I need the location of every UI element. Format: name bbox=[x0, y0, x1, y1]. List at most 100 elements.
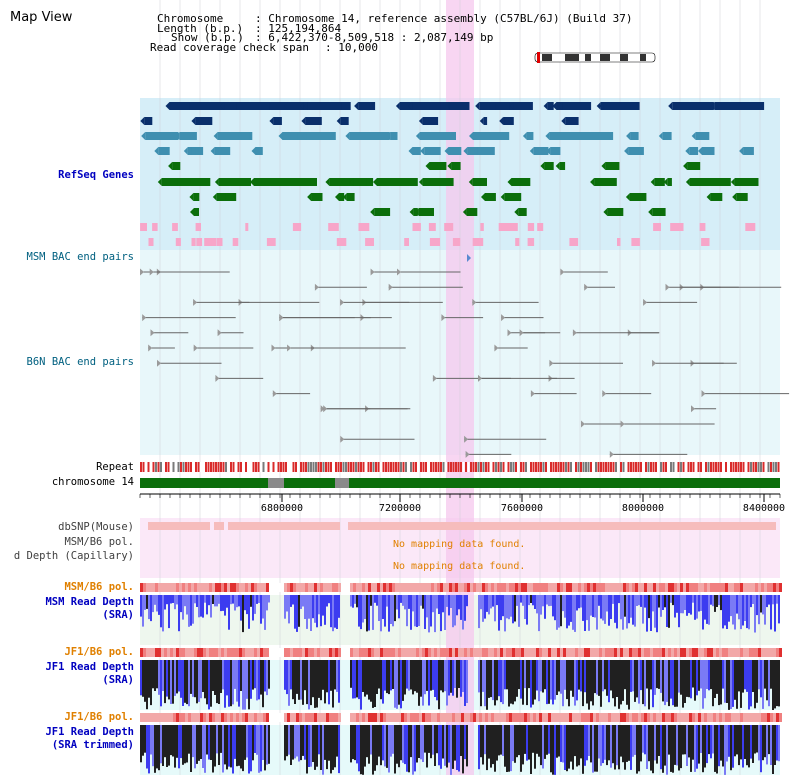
jf1-pol-bar-2 bbox=[692, 713, 695, 722]
gene-arrow bbox=[625, 193, 630, 201]
repeat-block bbox=[495, 462, 497, 472]
msm-pol-bar bbox=[296, 583, 299, 592]
jf1-pol-bar-2 bbox=[773, 713, 776, 722]
gene-arrow bbox=[418, 178, 423, 186]
jf1-trim-depth-bar bbox=[380, 725, 382, 766]
repeat-block bbox=[770, 462, 772, 472]
repeat-block bbox=[695, 462, 697, 472]
msm-pol-bar bbox=[179, 583, 182, 592]
jf1-depth-bar bbox=[750, 660, 752, 707]
bac-end bbox=[501, 314, 506, 322]
repeat-block bbox=[610, 462, 612, 472]
gene-arrow bbox=[165, 102, 170, 110]
label-b6n-bac[interactable]: B6N BAC end pairs bbox=[26, 356, 134, 368]
repeat-block bbox=[330, 462, 332, 472]
jf1-depth-bar bbox=[298, 660, 300, 700]
jf1-trim-depth-bar bbox=[620, 725, 622, 757]
label-msm-b6-pol-1[interactable]: MSM/B6 pol. bbox=[64, 536, 134, 548]
msm-depth-bar bbox=[624, 595, 626, 617]
label-jf1-read-depth-trimmed[interactable]: JF1 Read Depth (SRA trimmed) bbox=[45, 726, 134, 752]
jf1-pol-bar bbox=[377, 648, 380, 657]
repeat-block bbox=[642, 462, 645, 472]
msm-depth-bar bbox=[506, 595, 508, 619]
msm-depth-bar bbox=[210, 595, 212, 618]
msm-depth-bar bbox=[490, 595, 492, 609]
repeat-block bbox=[277, 462, 280, 472]
jf1-depth-bar bbox=[226, 660, 228, 696]
label-jf1-b6-pol-1[interactable]: JF1/B6 pol. bbox=[64, 646, 134, 658]
jf1-depth-bar bbox=[152, 660, 154, 689]
msm-depth-bar bbox=[222, 595, 224, 611]
gene-feature bbox=[652, 208, 666, 216]
jf1-pol-bar bbox=[428, 648, 431, 657]
jf1-pol-bar bbox=[614, 648, 617, 657]
jf1-trim-depth-bar bbox=[698, 725, 700, 764]
gene-feature bbox=[550, 147, 561, 155]
jf1-trim-depth-bar bbox=[394, 725, 396, 774]
jf1-pol-bar-2 bbox=[170, 713, 173, 722]
jf1-pol-bar bbox=[443, 648, 446, 657]
jf1-trim-depth-bar bbox=[240, 725, 242, 769]
jf1-pol-bar bbox=[482, 648, 485, 657]
jf1-depth-bar bbox=[394, 660, 396, 708]
jf1-trim-depth-bar bbox=[570, 725, 572, 762]
jf1-trim-depth-bar bbox=[638, 725, 640, 772]
jf1-depth-bar bbox=[442, 660, 444, 693]
bac-end bbox=[530, 390, 535, 398]
jf1-pol-bar-2 bbox=[578, 713, 581, 722]
jf1-depth-bar bbox=[686, 660, 688, 697]
msm-depth-bar bbox=[304, 595, 306, 619]
jf1-pol-bar-2 bbox=[587, 713, 590, 722]
msm-pol-bar bbox=[218, 583, 221, 592]
jf1-depth-bar bbox=[572, 660, 574, 697]
label-msm-b6-pol-2[interactable]: MSM/B6 pol. bbox=[64, 581, 134, 593]
snp-block bbox=[214, 522, 224, 530]
jf1-trim-depth-bar bbox=[554, 725, 556, 775]
bac-block bbox=[527, 238, 535, 246]
gene-feature bbox=[282, 132, 298, 140]
msm-pol-bar bbox=[347, 583, 350, 592]
msm-pol-bar bbox=[656, 583, 659, 592]
gene-arrow bbox=[601, 162, 606, 170]
msm-pol-bar bbox=[776, 583, 779, 592]
jf1-trim-depth-bar bbox=[768, 725, 770, 755]
label-jf1-b6-pol-2[interactable]: JF1/B6 pol. bbox=[64, 711, 134, 723]
jf1-pol-bar-2 bbox=[779, 713, 782, 722]
label-repeat[interactable]: Repeat bbox=[96, 461, 134, 473]
jf1-depth-bar bbox=[604, 660, 606, 690]
bac-block bbox=[266, 238, 276, 246]
jf1-trim-depth-bar bbox=[268, 725, 270, 764]
bac-end bbox=[149, 268, 154, 276]
jf1-trim-depth-bar bbox=[690, 725, 692, 772]
jf1-trim-depth-bar bbox=[410, 725, 412, 758]
jf1-trim-depth-bar bbox=[204, 725, 206, 773]
jf1-pol-bar bbox=[305, 648, 308, 657]
repeat-block bbox=[170, 462, 172, 472]
gene-arrow bbox=[481, 193, 485, 201]
msm-depth-bar bbox=[326, 595, 328, 607]
repeat-block bbox=[235, 462, 237, 472]
msm-depth-bar bbox=[592, 595, 594, 617]
jf1-trim-depth-bar bbox=[302, 725, 304, 756]
jf1-depth-bar bbox=[530, 660, 532, 708]
jf1-pol-bar-2 bbox=[257, 713, 260, 722]
msm-pol-bar bbox=[443, 583, 446, 592]
jf1-trim-depth-bar bbox=[586, 725, 588, 761]
jf1-pol-bar bbox=[569, 648, 572, 657]
msm-depth-bar bbox=[570, 595, 572, 622]
label-msm-bac[interactable]: MSM BAC end pairs bbox=[26, 251, 134, 263]
label-read-depth-capillary[interactable]: d Depth (Capillary) bbox=[13, 550, 134, 562]
repeat-block bbox=[275, 462, 277, 472]
msm-pol-bar bbox=[605, 583, 608, 592]
label-dbsnp[interactable]: dbSNP(Mouse) bbox=[58, 521, 134, 533]
repeat-block bbox=[150, 462, 152, 472]
jf1-depth-bar bbox=[740, 660, 742, 708]
label-jf1-read-depth[interactable]: JF1 Read Depth (SRA) bbox=[45, 661, 134, 687]
label-refseq-genes[interactable]: RefSeq Genes bbox=[58, 169, 134, 181]
jf1-pol-bar bbox=[176, 648, 179, 657]
label-msm-read-depth[interactable]: MSM Read Depth (SRA) bbox=[45, 596, 134, 622]
gene-feature bbox=[513, 102, 533, 110]
jf1-pol-bar bbox=[674, 648, 677, 657]
jf1-pol-bar-2 bbox=[470, 713, 473, 722]
